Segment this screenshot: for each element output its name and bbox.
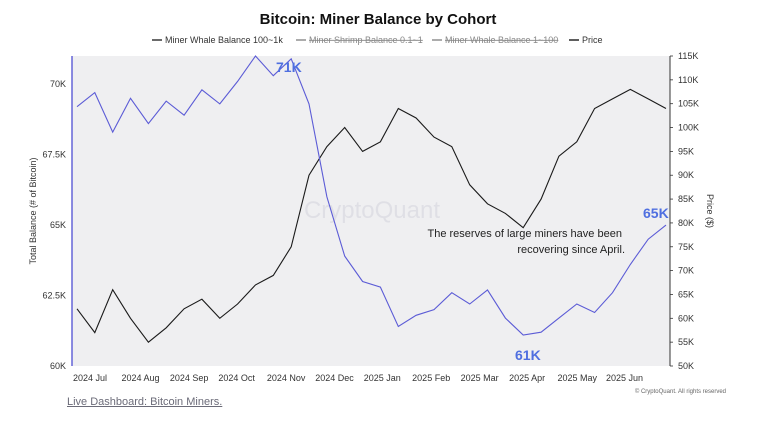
whale-series-line [76,55,667,336]
left-axis-ticks: 60K 62.5K 65K 67.5K 70K [42,79,66,371]
left-tick-label: 67.5K [42,150,66,160]
right-axis-ticks: 50K 55K 60K 65K 70K 75K 80K 85K 90K 95K 100K 105K 11… [670,51,699,371]
legend-item-whale-100-1k[interactable]: Miner Whale Balance 100~1k [152,35,283,45]
x-tick-label: 2024 Dec [315,373,354,383]
legend-item-price[interactable]: Price [569,35,603,45]
x-tick-label: 2024 Jul [73,373,107,383]
left-tick-label: 62.5K [42,291,66,301]
x-tick-label: 2025 Jan [364,373,401,383]
chart-title: Bitcoin: Miner Balance by Cohort [260,11,497,28]
right-tick-label: 100K [678,123,699,133]
svg-text:Price: Price [582,35,603,45]
right-tick-label: 110K [678,75,698,85]
copyright: © CryptoQuant. All rights reserved [635,388,726,395]
x-tick-label: 2024 Sep [170,373,209,383]
right-tick-label: 80K [678,218,694,228]
x-axis-ticks: 2024 Jul 2024 Aug 2024 Sep 2024 Oct 2024 Nov… [73,373,643,383]
x-tick-label: 2024 Aug [121,373,159,383]
x-tick-label: 2025 Apr [509,373,545,383]
x-tick-label: 2025 Jun [606,373,643,383]
right-tick-label: 105K [678,99,699,109]
x-tick-label: 2025 Mar [461,373,499,383]
left-tick-label: 65K [50,220,66,230]
right-tick-label: 85K [678,194,694,204]
right-axis-label: Price ($) [705,194,715,228]
x-tick-label: 2024 Nov [267,373,306,383]
right-tick-label: 65K [678,289,694,299]
right-tick-label: 70K [678,266,694,276]
watermark: CryptoQuant [304,197,440,224]
left-axis-label: Total Balance (# of Bitcoin) [28,157,38,264]
right-tick-label: 60K [678,313,694,323]
legend-item-shrimp[interactable]: Miner Shrimp Balance 0.1~1 [296,35,423,45]
price-series-line [76,88,667,343]
annotation-71k: 71K [276,59,302,75]
right-tick-label: 95K [678,146,694,156]
x-tick-label: 2024 Oct [218,373,255,383]
annotation-61k: 61K [515,347,541,363]
svg-text:Miner Whale Balance 100~1k: Miner Whale Balance 100~1k [165,35,283,45]
plot-background [72,56,670,366]
left-tick-label: 60K [50,361,66,371]
legend: Miner Whale Balance 100~1k Miner Shrimp … [152,35,603,45]
annotation-note: The reserves of large miners have been r… [428,228,626,256]
legend-item-whale-1-100[interactable]: Miner Whale Balance 1~100 [432,35,558,45]
right-tick-label: 115K [678,51,698,61]
left-tick-label: 70K [50,79,66,89]
right-tick-label: 50K [678,361,694,371]
right-tick-label: 75K [678,242,694,252]
svg-text:Miner Shrimp Balance 0.1~1: Miner Shrimp Balance 0.1~1 [309,35,423,45]
x-tick-label: 2025 May [558,373,598,383]
live-dashboard-link[interactable]: Live Dashboard: Bitcoin Miners. [67,396,223,408]
annotation-65k: 65K [643,205,669,221]
x-tick-label: 2025 Feb [412,373,450,383]
right-tick-label: 90K [678,170,694,180]
right-tick-label: 55K [678,337,694,347]
svg-text:Miner Whale Balance 1~100: Miner Whale Balance 1~100 [445,35,558,45]
